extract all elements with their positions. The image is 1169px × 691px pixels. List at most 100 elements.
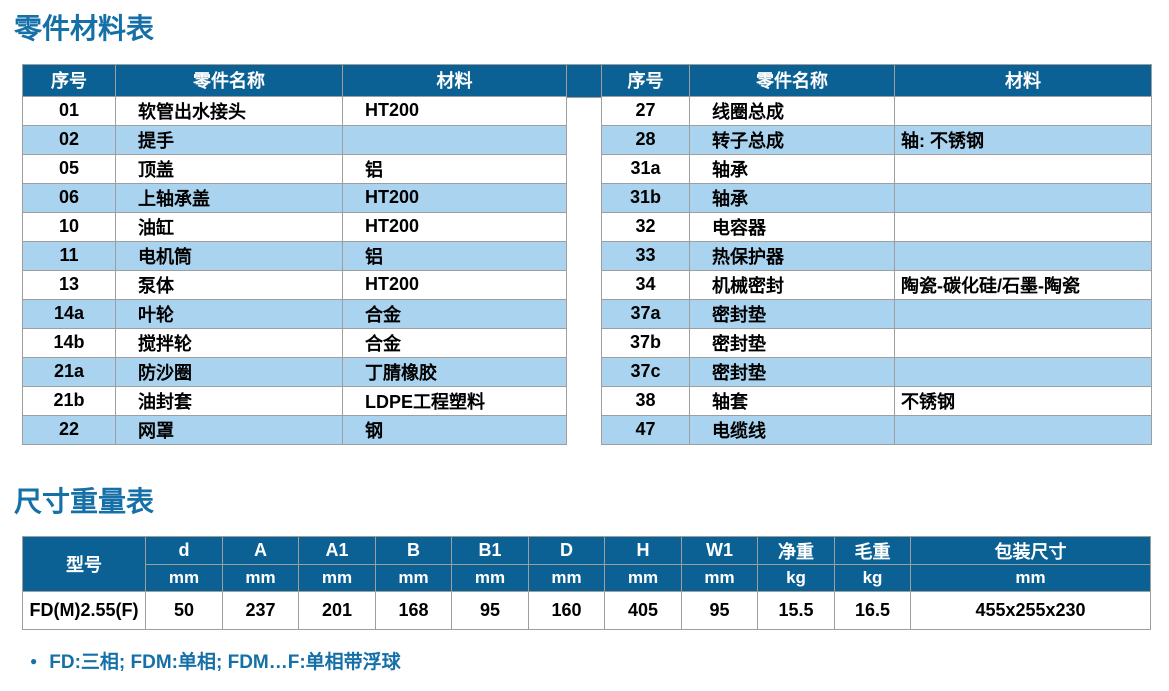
col-header-model: 型号 (22, 536, 146, 593)
col-header-material: 材料 (342, 63, 567, 97)
dim-value: 237 (222, 591, 299, 631)
part-material (894, 95, 1152, 126)
part-name: 密封垫 (689, 298, 895, 329)
dim-col-unit: mm (910, 564, 1151, 593)
table-row: 27 线圈总成 (601, 95, 1152, 126)
dim-value: 455x255x230 (910, 591, 1151, 631)
part-number: 11 (22, 240, 116, 271)
part-number: 37c (601, 356, 690, 387)
part-material (894, 327, 1152, 358)
part-name: 网罩 (115, 414, 343, 445)
part-name: 油封套 (115, 385, 343, 416)
dim-value: 201 (298, 591, 376, 631)
parts-left-header-row: 序号 零件名称 材料 (22, 63, 567, 97)
dim-col-label: d (145, 536, 223, 566)
part-number: 37b (601, 327, 690, 358)
part-name: 机械密封 (689, 269, 895, 300)
dim-col-unit: mm (298, 564, 376, 593)
part-number: 13 (22, 269, 116, 300)
part-number: 32 (601, 211, 690, 242)
table-row: 47 电缆线 (601, 414, 1152, 445)
table-row: FD(M)2.55(F) 50 237 201 168 95 160 405 95 15.5 16.… (22, 591, 1151, 631)
part-number: 02 (22, 124, 116, 155)
part-material (894, 356, 1152, 387)
table-row: 37a 密封垫 (601, 298, 1152, 329)
part-name: 顶盖 (115, 153, 343, 184)
part-name: 软管出水接头 (115, 95, 343, 126)
part-name: 防沙圈 (115, 356, 343, 387)
dim-col-label: 净重 (757, 536, 835, 566)
part-number: 06 (22, 182, 116, 213)
dim-col-label: 毛重 (834, 536, 911, 566)
dim-col-unit: mm (528, 564, 605, 593)
part-name: 叶轮 (115, 298, 343, 329)
table-row: 02 提手 (22, 124, 567, 155)
table-row: 14a 叶轮 合金 (22, 298, 567, 329)
part-material: HT200 (342, 182, 567, 213)
table-row: 33 热保护器 (601, 240, 1152, 271)
part-name: 轴套 (689, 385, 895, 416)
table-gap-header (567, 63, 601, 98)
part-name: 线圈总成 (689, 95, 895, 126)
footnote: ● FD:三相; FDM:单相; FDM…F:单相带浮球 (30, 647, 1150, 674)
table-row: 06 上轴承盖 HT200 (22, 182, 567, 213)
col-header-name: 零件名称 (689, 63, 895, 97)
part-material: 轴: 不锈钢 (894, 124, 1152, 155)
part-name: 电容器 (689, 211, 895, 242)
dim-col-unit: mm (604, 564, 682, 593)
table-gap-column (567, 63, 601, 98)
part-material: LDPE工程塑料 (342, 385, 567, 416)
dim-col-unit: mm (145, 564, 223, 593)
parts-table-left: 序号 零件名称 材料 01 软管出水接头 HT200 02 提手 05 顶盖铝 06 上轴承盖 H… (22, 63, 567, 445)
part-number: 21a (22, 356, 116, 387)
part-material: 铝 (342, 240, 567, 271)
dim-col-unit: mm (451, 564, 529, 593)
part-material: 陶瓷-碳化硅/石墨-陶瓷 (894, 269, 1152, 300)
dim-col-label: A1 (298, 536, 376, 566)
table-row: 14b 搅拌轮 合金 (22, 327, 567, 358)
part-number: 10 (22, 211, 116, 242)
model-value: FD(M)2.55(F) (22, 591, 146, 631)
part-name: 密封垫 (689, 356, 895, 387)
dimensions-table: 型号 d A A1 B B1 D H W1 净重 毛重 包装尺寸 mm mm mm mm mm mm mm mm k… (22, 536, 1151, 631)
table-row: 13 泵体 HT200 (22, 269, 567, 300)
part-number: 38 (601, 385, 690, 416)
col-header-no: 序号 (22, 63, 116, 97)
table-row: 21b 油封套 LDPE工程塑料 (22, 385, 567, 416)
part-number: 14b (22, 327, 116, 358)
part-number: 34 (601, 269, 690, 300)
part-material: HT200 (342, 95, 567, 126)
part-name: 密封垫 (689, 327, 895, 358)
col-header-no: 序号 (601, 63, 690, 97)
page: 零件材料表 序号 零件名称 材料 01 软管出水接头 HT200 02 提手 05 顶盖铝 0… (14, 13, 1152, 674)
part-material: 不锈钢 (894, 385, 1152, 416)
part-name: 热保护器 (689, 240, 895, 271)
part-number: 27 (601, 95, 690, 126)
part-number: 01 (22, 95, 116, 126)
part-number: 31a (601, 153, 690, 184)
part-name: 搅拌轮 (115, 327, 343, 358)
col-header-name: 零件名称 (115, 63, 343, 97)
dim-col-label: 包装尺寸 (910, 536, 1151, 566)
parts-table-right: 序号 零件名称 材料 27 线圈总成 28 转子总成 轴: 不锈钢 31a 轴承 31b 轴承 3… (601, 63, 1152, 445)
dim-col-label: B (375, 536, 452, 566)
part-material: 合金 (342, 298, 567, 329)
part-material (894, 211, 1152, 242)
table-row: 31a 轴承 (601, 153, 1152, 184)
table-row: 10 油缸 HT200 (22, 211, 567, 242)
part-material (894, 182, 1152, 213)
part-number: 37a (601, 298, 690, 329)
dim-value: 168 (375, 591, 452, 631)
part-number: 22 (22, 414, 116, 445)
dim-col-label: H (604, 536, 682, 566)
col-header-material: 材料 (894, 63, 1152, 97)
dim-col-unit: mm (375, 564, 452, 593)
table-row: 32 电容器 (601, 211, 1152, 242)
dim-value: 405 (604, 591, 682, 631)
dim-col-label: W1 (681, 536, 758, 566)
part-name: 轴承 (689, 182, 895, 213)
part-material (342, 124, 567, 155)
part-number: 05 (22, 153, 116, 184)
part-material (894, 240, 1152, 271)
dim-col-label: D (528, 536, 605, 566)
